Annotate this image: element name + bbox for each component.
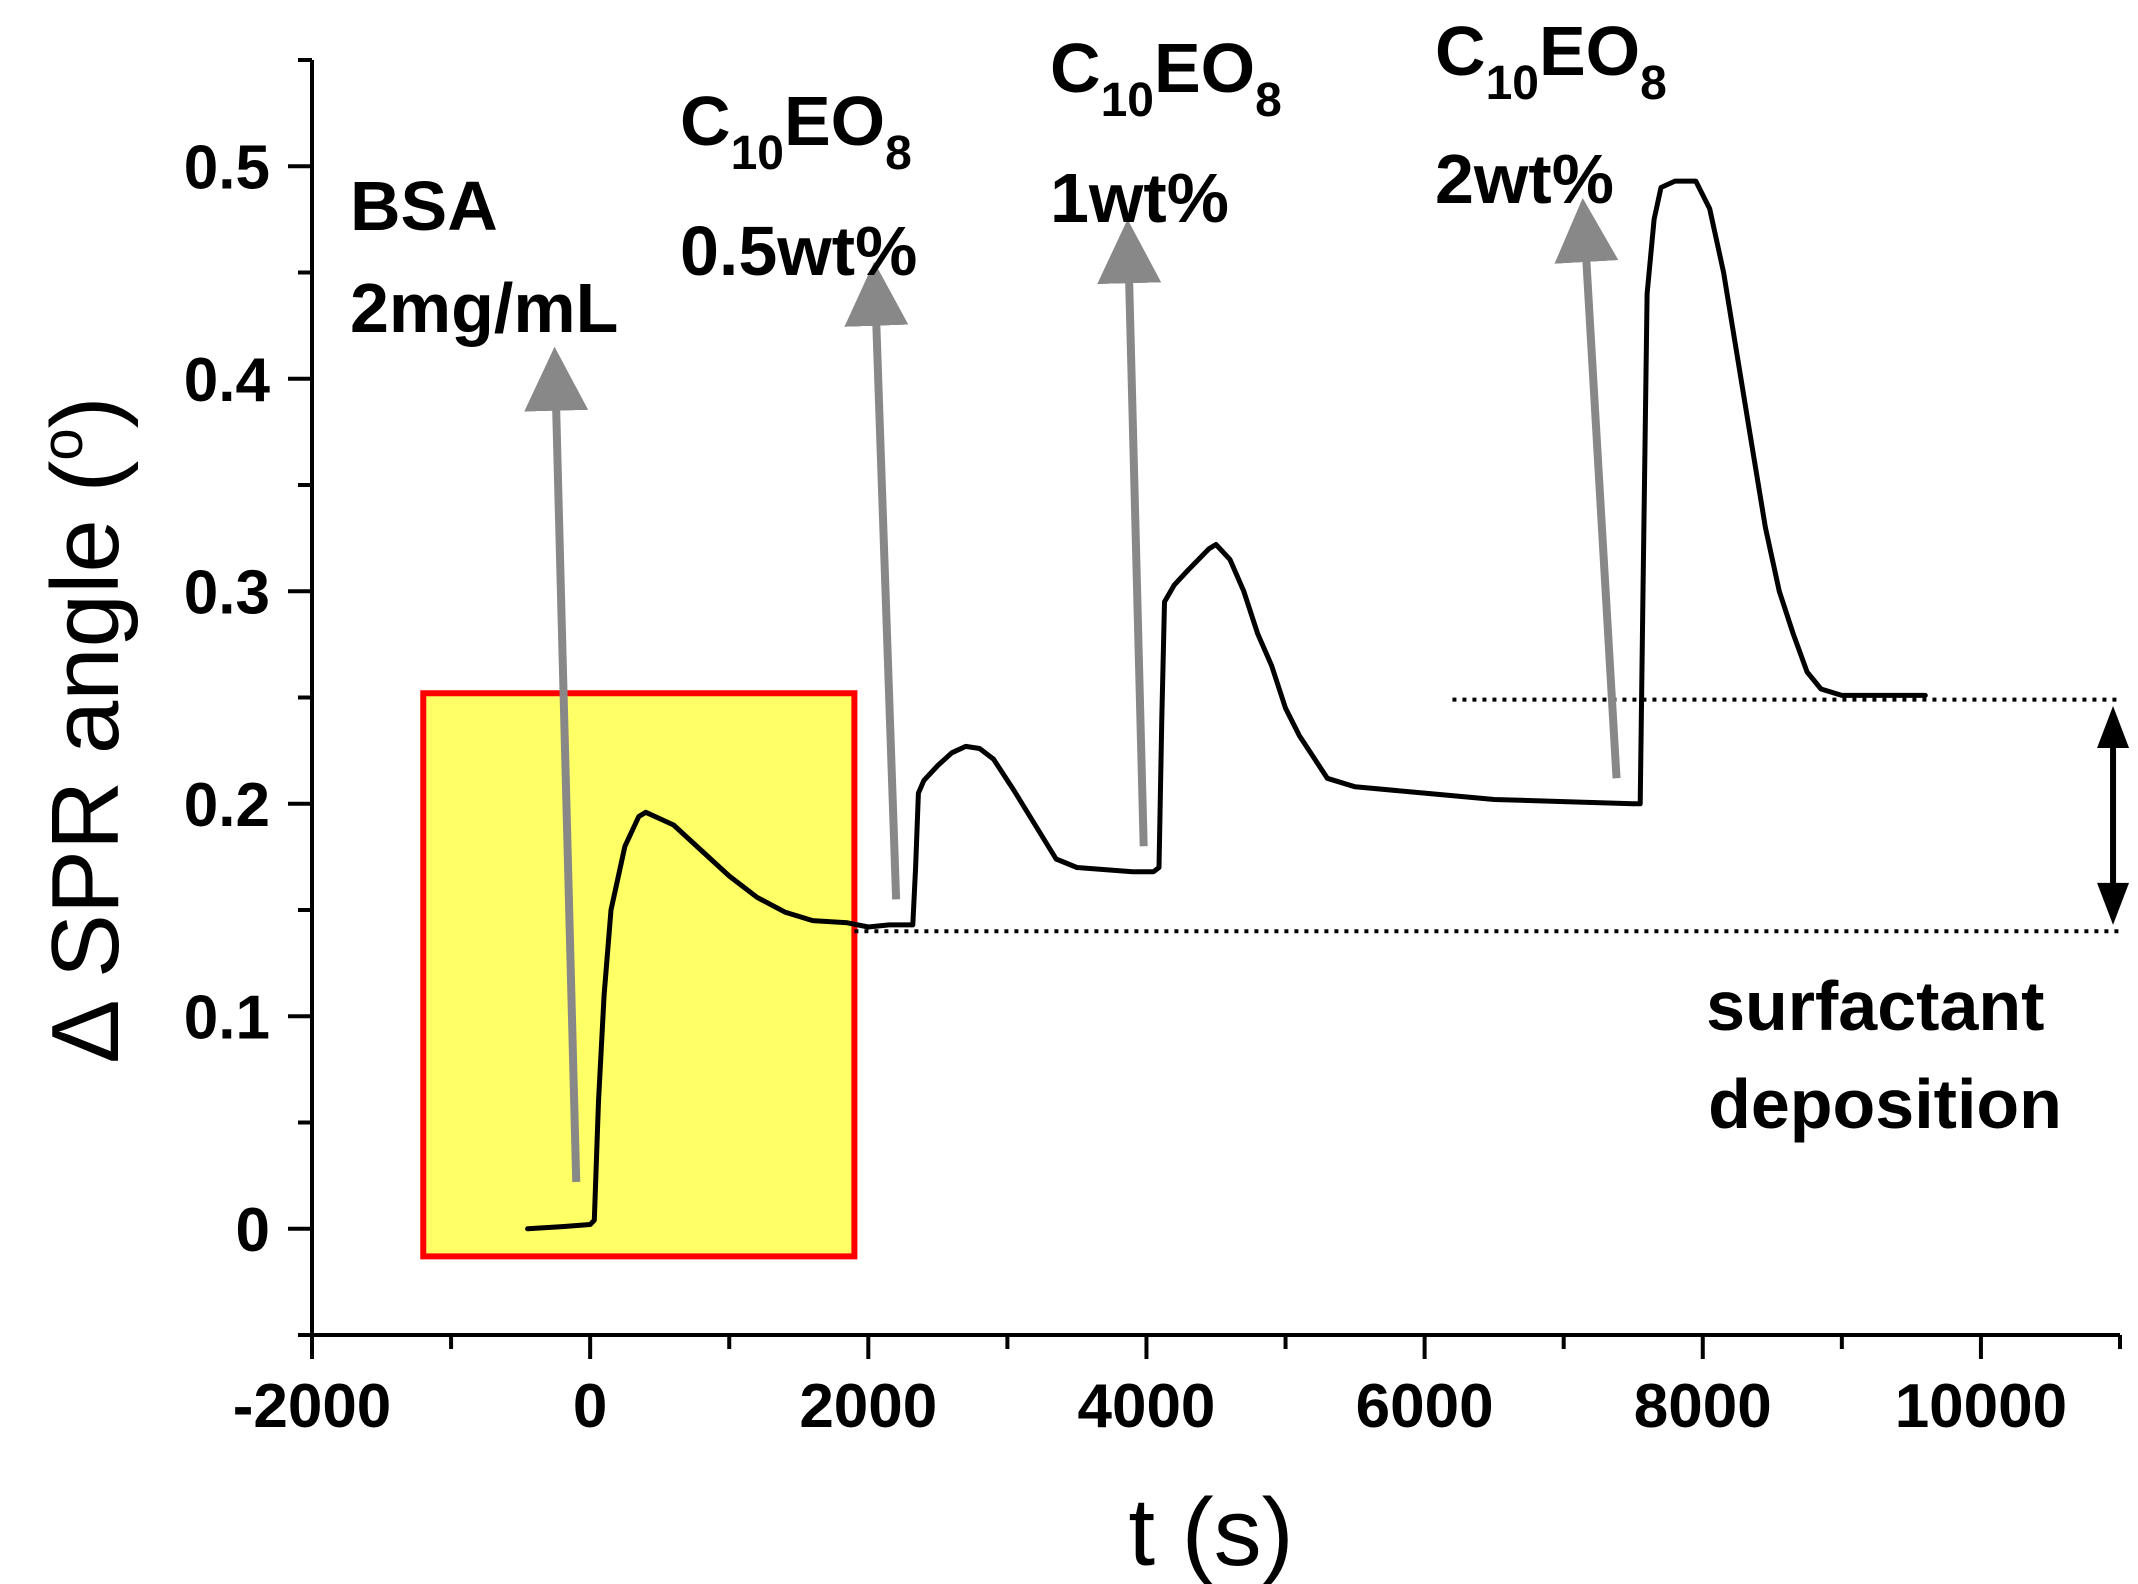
annotation-c10eo8-2-c: C	[1435, 12, 1486, 90]
double-arrow-head-bottom	[2097, 882, 2130, 925]
y-tick-label: 0.3	[184, 558, 270, 627]
annotation-arrow-0	[524, 346, 589, 1183]
annotation-surfactant: surfactant deposition	[1706, 967, 2064, 1143]
y-tick-label: 0.5	[184, 133, 270, 202]
annotation-c10eo8-05-eo: EO	[784, 82, 885, 160]
annotation-bsa: BSA 2mg/mL	[350, 167, 618, 347]
x-tick-label: 0	[573, 1372, 607, 1441]
highlight-box	[420, 690, 858, 1260]
annotation-c10eo8-05-sub1: 10	[731, 127, 784, 180]
series-line-0	[525, 178, 1928, 1232]
y-axis-label: Δ SPR angle (o)	[30, 396, 139, 1063]
annotation-bsa-line2: 2mg/mL	[350, 269, 618, 347]
annotation-c10eo8-2: C10EO8 2wt%	[1435, 12, 1686, 218]
annotation-c10eo8-2-eo: EO	[1539, 12, 1640, 90]
x-tick-label: 2000	[799, 1372, 937, 1441]
plot-area	[524, 178, 2130, 1232]
annotation-c10eo8-05-conc: 0.5wt%	[680, 212, 917, 290]
x-axis-ticks: -2000 0 2000 4000 6000 8000 10000	[233, 1335, 2122, 1441]
annotation-c10eo8-2-sub1: 10	[1486, 57, 1539, 110]
annotation-c10eo8-1-sub2: 8	[1255, 74, 1282, 127]
annotation-c10eo8-1-c: C	[1050, 29, 1101, 107]
annotation-c10eo8-1-conc: 1wt%	[1050, 159, 1229, 237]
annotation-surfactant-line2: deposition	[1708, 1065, 2062, 1143]
y-tick-label: 0.4	[184, 346, 271, 415]
annotation-c10eo8-2-conc: 2wt%	[1435, 140, 1614, 218]
annotation-c10eo8-05: C10EO8 0.5wt%	[680, 82, 931, 290]
y-tick-label: 0.1	[184, 983, 270, 1052]
x-tick-label: 6000	[1356, 1372, 1494, 1441]
y-axis-label-main: Δ SPR angle (	[32, 461, 139, 1064]
annotation-c10eo8-05-sub2: 8	[885, 127, 912, 180]
y-tick-label: 0.2	[184, 771, 270, 840]
x-tick-label: 4000	[1077, 1372, 1215, 1441]
annotation-c10eo8-1-sub1: 10	[1101, 74, 1154, 127]
annotation-bsa-line1: BSA	[350, 167, 496, 245]
y-axis-label-degree: o	[30, 428, 95, 460]
y-tick-label: 0	[236, 1196, 270, 1265]
double-arrow-head-top	[2097, 706, 2130, 748]
annotation-c10eo8-05-c: C	[680, 82, 731, 160]
annotation-c10eo8-1-eo: EO	[1154, 29, 1255, 107]
y-axis-label-close: )	[32, 396, 139, 428]
x-tick-label: 10000	[1895, 1372, 2067, 1441]
annotation-c10eo8-1: C10EO8 1wt%	[1050, 29, 1301, 237]
y-axis-ticks: 0 0.1 0.2 0.3 0.4 0.5	[184, 58, 312, 1337]
annotation-c10eo8-2-sub2: 8	[1640, 57, 1667, 110]
annotation-surfactant-line1: surfactant	[1706, 967, 2044, 1045]
x-tick-label: -2000	[233, 1372, 392, 1441]
annotation-arrow-1	[844, 261, 909, 900]
x-tick-label: 8000	[1634, 1372, 1772, 1441]
annotation-arrow-3	[1554, 198, 1621, 779]
annotation-arrow-2	[1097, 219, 1162, 847]
x-axis-label: t (s)	[1128, 1479, 1293, 1584]
